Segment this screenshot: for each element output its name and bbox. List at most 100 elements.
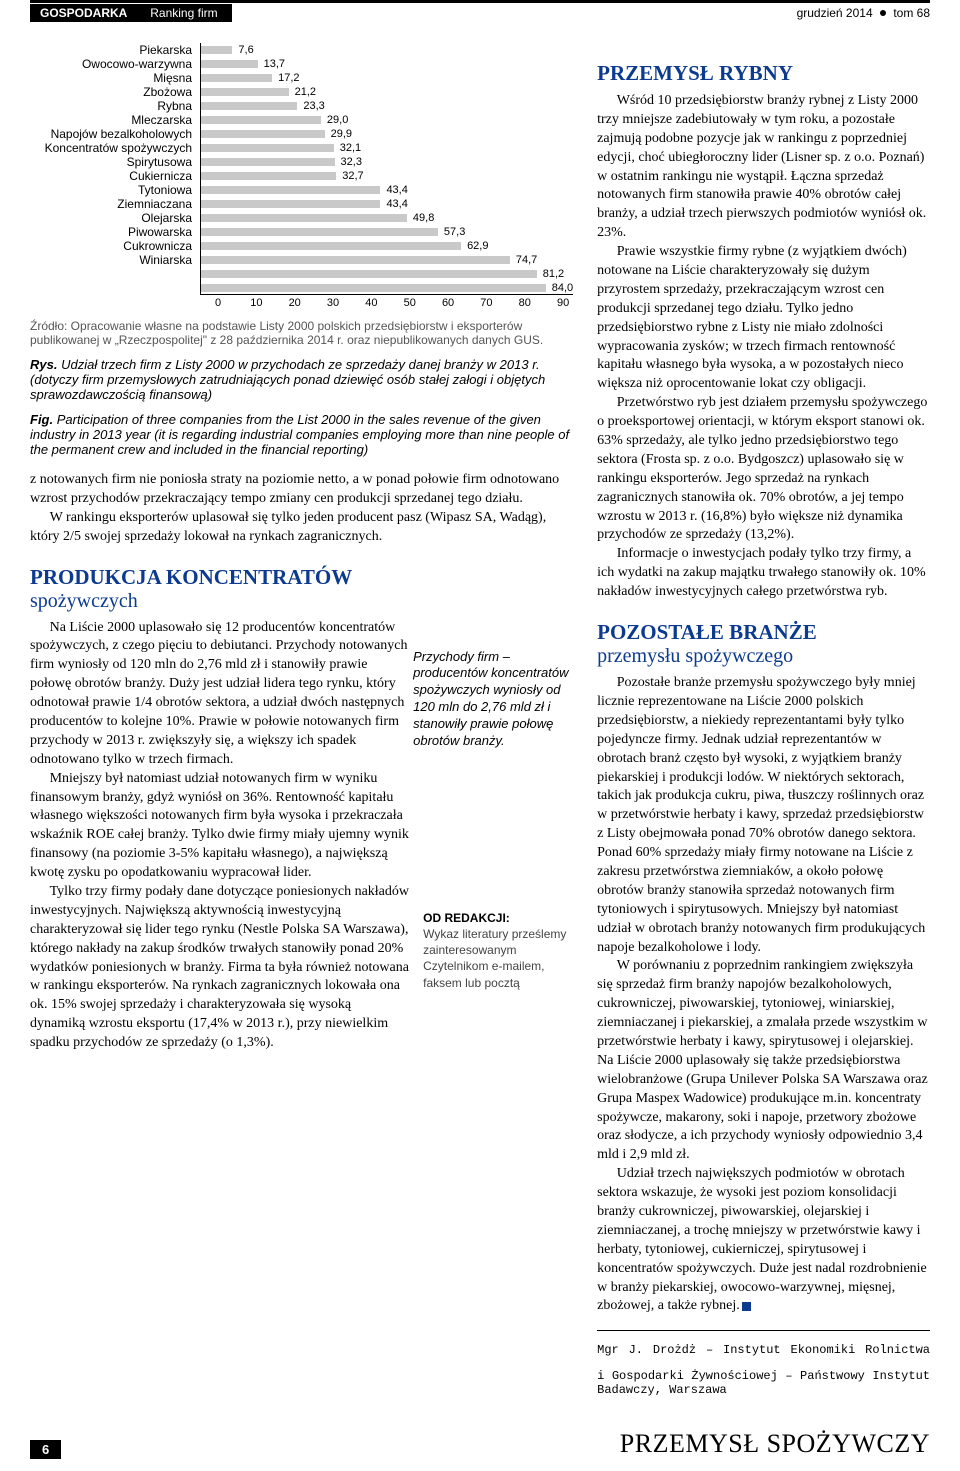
chart-category-label: Koncentratów spożywczych (30, 141, 192, 155)
chart-xtick: 30 (323, 297, 343, 309)
issue-date: grudzień 2014 (797, 6, 873, 20)
author-divider (597, 1330, 930, 1331)
chart-bar-value: 81,2 (543, 268, 564, 280)
chart-xtick: 80 (515, 297, 535, 309)
body-p1: z notowanych firm nie poniosła straty na… (30, 471, 573, 509)
chart-category-label: Olejarska (30, 211, 192, 225)
chart-bar (201, 102, 297, 110)
header-issue: grudzień 2014 tom 68 (797, 6, 930, 20)
chart-bar (201, 270, 537, 278)
chart-bar-row: 62,9 (201, 239, 573, 253)
heading-koncentraty: PRODUKCJA KONCENTRATÓW spożywczych (30, 565, 573, 613)
caption-text-en: Participation of three companies from th… (30, 412, 569, 457)
rybny-p2: Prawie wszystkie firmy rybne (z wyjątkie… (597, 243, 930, 394)
chart-bar-value: 43,4 (386, 198, 407, 210)
figure-caption-pl: Rys. Udział trzech firm z Listy 2000 w p… (30, 357, 573, 402)
header-category: GOSPODARKA (40, 6, 127, 20)
bar-chart: PiekarskaOwocowo-warzywnaMięsnaZbożowaRy… (30, 43, 573, 295)
chart-category-label: Piekarska (30, 43, 192, 57)
chart-bar-value: 29,0 (327, 114, 348, 126)
rybny-p4: Informacje o inwestycjach podały tylko t… (597, 545, 930, 602)
chart-xtick: 40 (361, 297, 381, 309)
heading-pozostale: POZOSTAŁE BRANŻE przemysłu spożywczego (597, 620, 930, 668)
heading-poz-l1: POZOSTAŁE BRANŻE (597, 620, 817, 644)
right-column: PRZEMYSŁ RYBNY Wśród 10 przedsiębiorstw … (597, 43, 930, 1397)
caption-label-pl: Rys. (30, 357, 57, 372)
chart-bar (201, 214, 407, 222)
chart-bar (201, 60, 258, 68)
chart-bar-value: 74,7 (516, 254, 537, 266)
author-line2: i Gospodarki Żywnościowej – Państwowy In… (597, 1369, 930, 1397)
chart-bar-row: 57,3 (201, 225, 573, 239)
chart-bar-row: 74,7 (201, 253, 573, 267)
chart-bar-row: 49,8 (201, 211, 573, 225)
chart-bar-row: 32,7 (201, 169, 573, 183)
chart-bar-row: 84,0 (201, 281, 573, 295)
editorial-text: Wykaz literatury prześlemy zainteresowan… (423, 927, 566, 990)
rybny-p1: Wśród 10 przedsiębiorstw branży rybnej z… (597, 92, 930, 243)
chart-source: Źródło: Opracowanie własne na podstawie … (30, 319, 573, 347)
chart-bar-row: 32,3 (201, 155, 573, 169)
chart-bar (201, 46, 232, 54)
heading-line1: PRODUKCJA KONCENTRATÓW (30, 565, 352, 589)
chart-bar-row: 23,3 (201, 99, 573, 113)
left-column: PiekarskaOwocowo-warzywnaMięsnaZbożowaRy… (30, 43, 573, 1397)
chart-bar-row: 43,4 (201, 197, 573, 211)
chart-category-label: Piwowarska (30, 225, 192, 239)
chart-xtick: 70 (476, 297, 496, 309)
chart-category-label: Mięsna (30, 71, 192, 85)
chart-bar-row: 21,2 (201, 85, 573, 99)
heading-rybny: PRZEMYSŁ RYBNY (597, 61, 930, 86)
chart-category-label: Winiarska (30, 253, 192, 267)
issue-volume: tom 68 (893, 6, 930, 20)
pull-quote: Przychody firm – producentów koncentrató… (413, 649, 573, 750)
chart-bar-row: 43,4 (201, 183, 573, 197)
page-footer: 6 PRZEMYSŁ SPOŻYWCZY (0, 1421, 960, 1471)
chart-bar-value: 21,2 (295, 86, 316, 98)
end-mark-icon (742, 1302, 751, 1311)
chart-bar-row: 29,0 (201, 113, 573, 127)
chart-category-label: Mleczarska (30, 113, 192, 127)
figure-caption-en: Fig. Participation of three companies fr… (30, 412, 573, 457)
chart-category-label: Napojów bezalkoholowych (30, 127, 192, 141)
chart-bar-value: 62,9 (467, 240, 488, 252)
chart-xtick: 10 (246, 297, 266, 309)
chart-bar (201, 172, 336, 180)
chart-category-label: Owocowo-warzywna (30, 57, 192, 71)
chart-bar-value: 32,7 (342, 170, 363, 182)
chart-bar-row: 29,9 (201, 127, 573, 141)
chart-bar-row: 32,1 (201, 141, 573, 155)
chart-xaxis: 0102030405060708090 (30, 297, 573, 309)
chart-bar-value: 43,4 (386, 184, 407, 196)
chart-bar-value: 49,8 (413, 212, 434, 224)
heading-line2: spożywczych (30, 590, 573, 613)
chart-xtick: 90 (553, 297, 573, 309)
chart-category-label: Tytoniowa (30, 183, 192, 197)
chart-bar-row: 17,2 (201, 71, 573, 85)
chart-bar-value: 84,0 (552, 282, 573, 294)
chart-bar-row: 7,6 (201, 43, 573, 57)
chart-category-label: Zbożowa (30, 85, 192, 99)
chart-category-label: Ziemniaczana (30, 197, 192, 211)
heading-poz-l2: przemysłu spożywczego (597, 645, 930, 668)
chart-bar (201, 116, 321, 124)
chart-bar (201, 228, 438, 236)
chart-category-label: Rybna (30, 99, 192, 113)
chart-xtick: 50 (400, 297, 420, 309)
chart-bar-row: 13,7 (201, 57, 573, 71)
chart-xtick: 60 (438, 297, 458, 309)
chart-bar (201, 200, 380, 208)
chart-category-label: Spirytusowa (30, 155, 192, 169)
dot-icon (880, 10, 886, 16)
chart-category-label (30, 281, 192, 295)
caption-label-en: Fig. (30, 412, 53, 427)
chart-bar-row: 81,2 (201, 267, 573, 281)
page-header: GOSPODARKA Ranking firm grudzień 2014 to… (30, 0, 930, 23)
poz-p1: Pozostałe branże przemysłu spożywczego b… (597, 674, 930, 957)
chart-bar-value: 57,3 (444, 226, 465, 238)
header-section: Ranking firm (150, 6, 217, 20)
editorial-label: OD REDAKCJI: (423, 911, 510, 925)
chart-category-label (30, 267, 192, 281)
chart-bar-value: 32,1 (340, 142, 361, 154)
body-p2: W rankingu eksporterów uplasował się tyl… (30, 509, 573, 547)
